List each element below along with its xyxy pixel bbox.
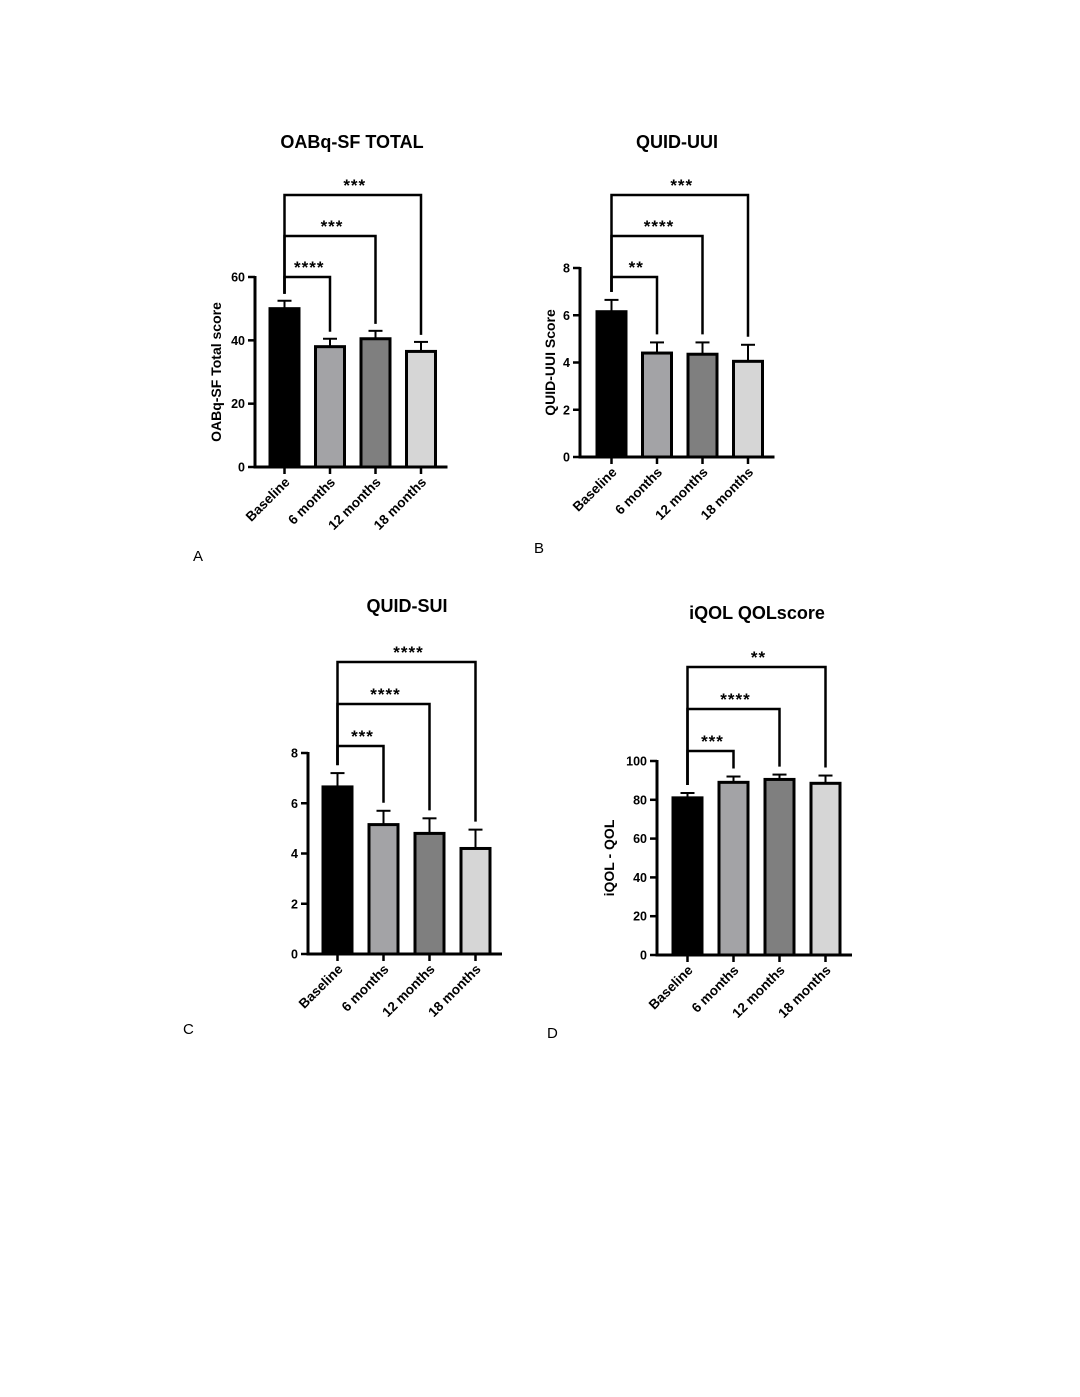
y-tick-label: 40: [231, 334, 245, 348]
bar-18-months: [459, 846, 492, 956]
y-tick-label: 6: [563, 309, 570, 323]
chart-title: iQOL QOLscore: [689, 603, 825, 623]
significance-label: **: [629, 258, 644, 277]
y-tick-label: 20: [633, 910, 647, 924]
y-axis-label: QUID-UUI Score: [542, 309, 558, 416]
significance-label: ****: [720, 690, 750, 709]
significance-label: ****: [294, 258, 324, 277]
significance-label: ***: [351, 727, 374, 746]
y-tick-label: 0: [238, 461, 245, 475]
significance-label: ****: [644, 217, 674, 236]
bar-18-months: [405, 349, 437, 469]
y-tick-label: 40: [633, 871, 647, 885]
bar-12-months: [686, 352, 719, 459]
bar-12-months: [763, 777, 796, 957]
bar-12-months: [359, 337, 392, 469]
significance-bracket: [336, 660, 477, 822]
significance-label: ****: [393, 643, 423, 662]
bar-18-months: [732, 359, 764, 459]
significance-label: ***: [670, 176, 693, 195]
y-tick-label: 8: [563, 262, 570, 276]
y-tick-label: 2: [563, 403, 570, 417]
y-tick-label: 0: [563, 451, 570, 465]
y-tick-label: 6: [291, 797, 298, 811]
significance-label: ***: [343, 176, 366, 195]
bar-12-months: [413, 831, 446, 956]
y-tick-label: 60: [231, 271, 245, 285]
bar-baseline: [595, 310, 628, 459]
y-axis-label: iQOL - QOL: [601, 819, 617, 896]
chart-title: QUID-SUI: [367, 596, 448, 616]
y-tick-label: 0: [640, 949, 647, 963]
bar-6-months: [641, 351, 673, 459]
significance-bracket: [610, 193, 750, 337]
y-axis-label: OABq-SF Total score: [208, 302, 224, 442]
bar-baseline: [268, 307, 301, 469]
y-tick-label: 8: [291, 747, 298, 761]
y-tick-label: 4: [563, 356, 570, 370]
bar-18-months: [809, 781, 842, 957]
significance-bracket: [283, 193, 423, 335]
significance-bracket: [686, 665, 827, 786]
bar-6-months: [717, 780, 750, 957]
bar-baseline: [321, 785, 354, 956]
y-tick-label: 100: [626, 755, 647, 769]
panel-letter: C: [183, 1021, 194, 1038]
bar-6-months: [314, 345, 346, 469]
significance-label: ****: [370, 685, 400, 704]
y-tick-label: 60: [633, 832, 647, 846]
chart-title: OABq-SF TOTAL: [280, 132, 423, 152]
significance-label: ***: [701, 732, 724, 751]
significance-label: **: [751, 648, 766, 667]
panel-letter: B: [534, 540, 544, 557]
y-tick-label: 20: [231, 397, 245, 411]
y-tick-label: 0: [291, 948, 298, 962]
significance-label: ***: [321, 217, 344, 236]
bar-6-months: [367, 823, 400, 956]
panel-letter: A: [193, 548, 203, 565]
y-tick-label: 80: [633, 793, 647, 807]
chart-title: QUID-UUI: [636, 132, 718, 152]
y-tick-label: 4: [291, 847, 298, 861]
significance-bracket: [686, 749, 735, 786]
y-tick-label: 2: [291, 897, 298, 911]
panel-letter: D: [547, 1025, 558, 1042]
bar-baseline: [671, 796, 704, 957]
